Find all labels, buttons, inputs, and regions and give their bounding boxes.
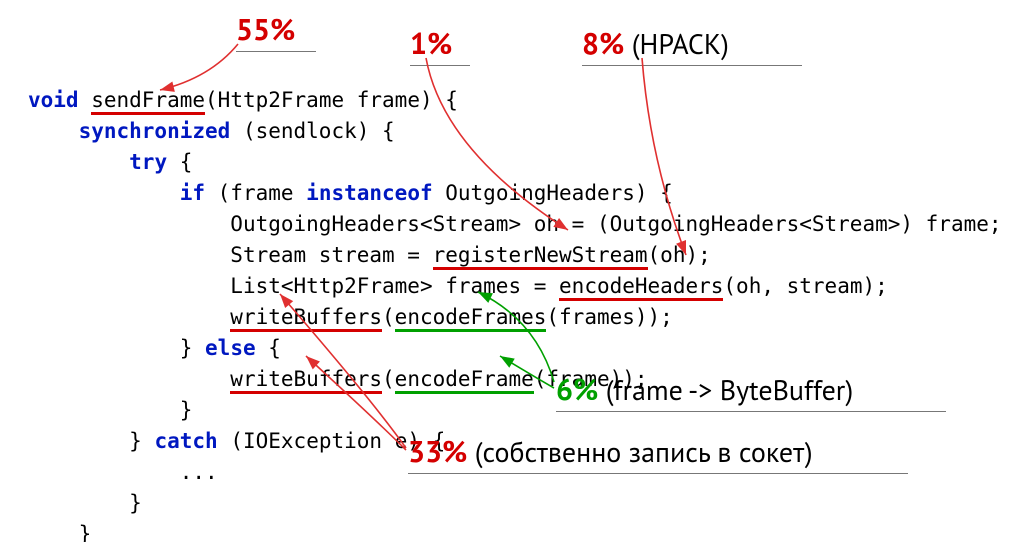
line-oh: OutgoingHeaders<Stream> oh = (OutgoingHe… — [230, 212, 1001, 236]
callout-55: 55% — [236, 10, 316, 52]
fn-encodeframes: encodeFrames — [395, 305, 547, 332]
callout-8-line: 8% (HPACK) — [582, 24, 802, 66]
kw-if: if — [180, 181, 205, 205]
callout-6-note: (frame -> ByteBuffer) — [598, 371, 853, 408]
close-sync: } — [79, 522, 92, 542]
if-cond-pre: (frame — [205, 181, 306, 205]
sig-rest: (Http2Frame frame) { — [205, 88, 458, 112]
close-try: } — [129, 429, 142, 453]
callout-6: 6% (frame -> ByteBuffer) — [556, 370, 946, 412]
kw-try: try — [129, 150, 167, 174]
line-frames-post: (oh, stream); — [723, 274, 887, 298]
paren-open-2: ( — [382, 367, 395, 391]
line-stream-post: (oh); — [648, 243, 711, 267]
fn-writebuffers-2: writeBuffers — [230, 367, 382, 394]
ellipsis: ... — [180, 460, 218, 484]
callout-33-note: (собственно запись в сокет) — [467, 433, 812, 470]
callout-6-line: 6% (frame -> ByteBuffer) — [556, 370, 946, 412]
callout-8: 8% (HPACK) — [582, 24, 802, 66]
kw-instanceof: instanceof — [306, 181, 432, 205]
callout-6-pct: 6% — [556, 370, 598, 409]
callout-33-pct: 33% — [408, 432, 467, 471]
else-brace: { — [256, 336, 281, 360]
fn-encodeframe: encodeFrame — [395, 367, 534, 394]
kw-catch: catch — [154, 429, 217, 453]
callout-55-line: 55% — [236, 10, 316, 52]
if-cond-post: OutgoingHeaders) { — [433, 181, 673, 205]
fn-encodeheaders: encodeHeaders — [559, 274, 723, 301]
callout-55-pct: 55% — [236, 10, 295, 49]
kw-synchronized: synchronized — [79, 119, 231, 143]
encframes-arg: (frames)); — [546, 305, 672, 329]
fn-writebuffers-1: writeBuffers — [230, 305, 382, 332]
paren-open-1: ( — [382, 305, 395, 329]
callout-33-line: 33% (собственно запись в сокет) — [408, 432, 908, 474]
callout-1: 1% — [410, 24, 470, 66]
kw-else: else — [205, 336, 256, 360]
fn-registernewstream: registerNewStream — [433, 243, 648, 270]
close-else: } — [180, 398, 193, 422]
close-if: } — [180, 336, 193, 360]
try-brace: { — [167, 150, 192, 174]
callout-8-note: (HPACK) — [624, 25, 729, 62]
close-catch: } — [129, 491, 142, 515]
callout-1-line: 1% — [410, 24, 470, 66]
callout-33: 33% (собственно запись в сокет) — [408, 432, 908, 474]
kw-void: void — [28, 88, 79, 112]
fn-sendframe: sendFrame — [91, 88, 205, 115]
line-frames-pre: List<Http2Frame> frames = — [230, 274, 559, 298]
sync-arg: (sendlock) { — [230, 119, 394, 143]
line-stream-pre: Stream stream = — [230, 243, 432, 267]
callout-1-pct: 1% — [410, 24, 452, 63]
callout-8-pct: 8% — [582, 24, 624, 63]
